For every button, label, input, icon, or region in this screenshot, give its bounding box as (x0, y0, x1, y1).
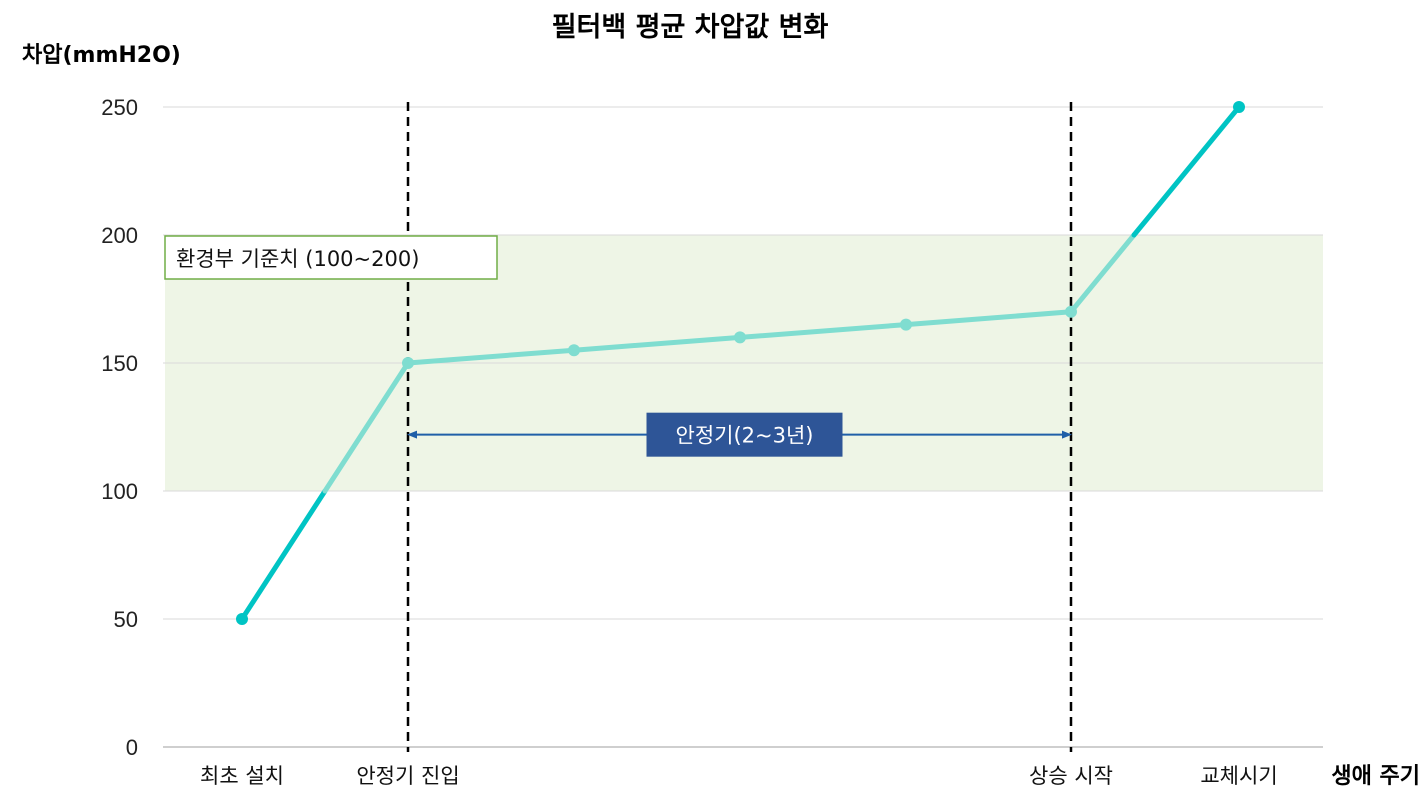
y-tick-label: 250 (101, 95, 138, 120)
series-segment (322, 360, 411, 494)
x-tick-label: 안정기 진입 (356, 764, 459, 788)
chart-title: 필터백 평균 차압값 변화 (552, 12, 829, 43)
reference-band-label-box: 환경부 기준치 (100~200) (164, 235, 498, 280)
series-segment (571, 334, 743, 353)
reference-band-label-frame (164, 235, 498, 280)
data-point (568, 344, 580, 357)
series-segment (1131, 104, 1242, 238)
data-point (1233, 101, 1245, 113)
x-tick-label: 최초 설치 (200, 764, 284, 788)
series-segment (239, 488, 328, 622)
data-point (236, 613, 248, 625)
y-axis-label: 차압(mmH2O) (22, 43, 181, 68)
y-tick-label: 100 (101, 479, 138, 504)
y-tick-labels: 0 50 100 150 200 250 (101, 95, 138, 760)
y-tick-label: 50 (114, 607, 138, 632)
data-point (1065, 305, 1077, 318)
series-segment (903, 309, 1074, 328)
x-tick-labels: 최초 설치 안정기 진입 상승 시작 교체시기 (200, 764, 1278, 788)
period-annotation: 안정기(2~3년) (407, 412, 1072, 457)
reference-band-label: 환경부 기준치 (100~200) (176, 247, 419, 271)
series-line (239, 104, 1242, 622)
data-point (900, 318, 912, 331)
y-tick-label: 200 (101, 223, 138, 248)
gridlines (163, 106, 1323, 748)
y-tick-label: 0 (126, 735, 138, 760)
y-tick-label: 150 (101, 351, 138, 376)
data-point (734, 331, 746, 344)
data-points (236, 101, 1245, 625)
x-tick-label: 교체시기 (1200, 764, 1277, 788)
period-label-box (646, 412, 843, 457)
x-tick-label: 상승 시작 (1029, 764, 1113, 788)
series-segment (737, 322, 909, 340)
x-axis-label: 생애 주기 (1331, 764, 1420, 789)
phase-lines (406, 102, 1073, 752)
series-segment (405, 347, 577, 366)
data-point (402, 357, 414, 369)
series-segment (1068, 232, 1137, 315)
period-label: 안정기(2~3년) (676, 424, 814, 448)
